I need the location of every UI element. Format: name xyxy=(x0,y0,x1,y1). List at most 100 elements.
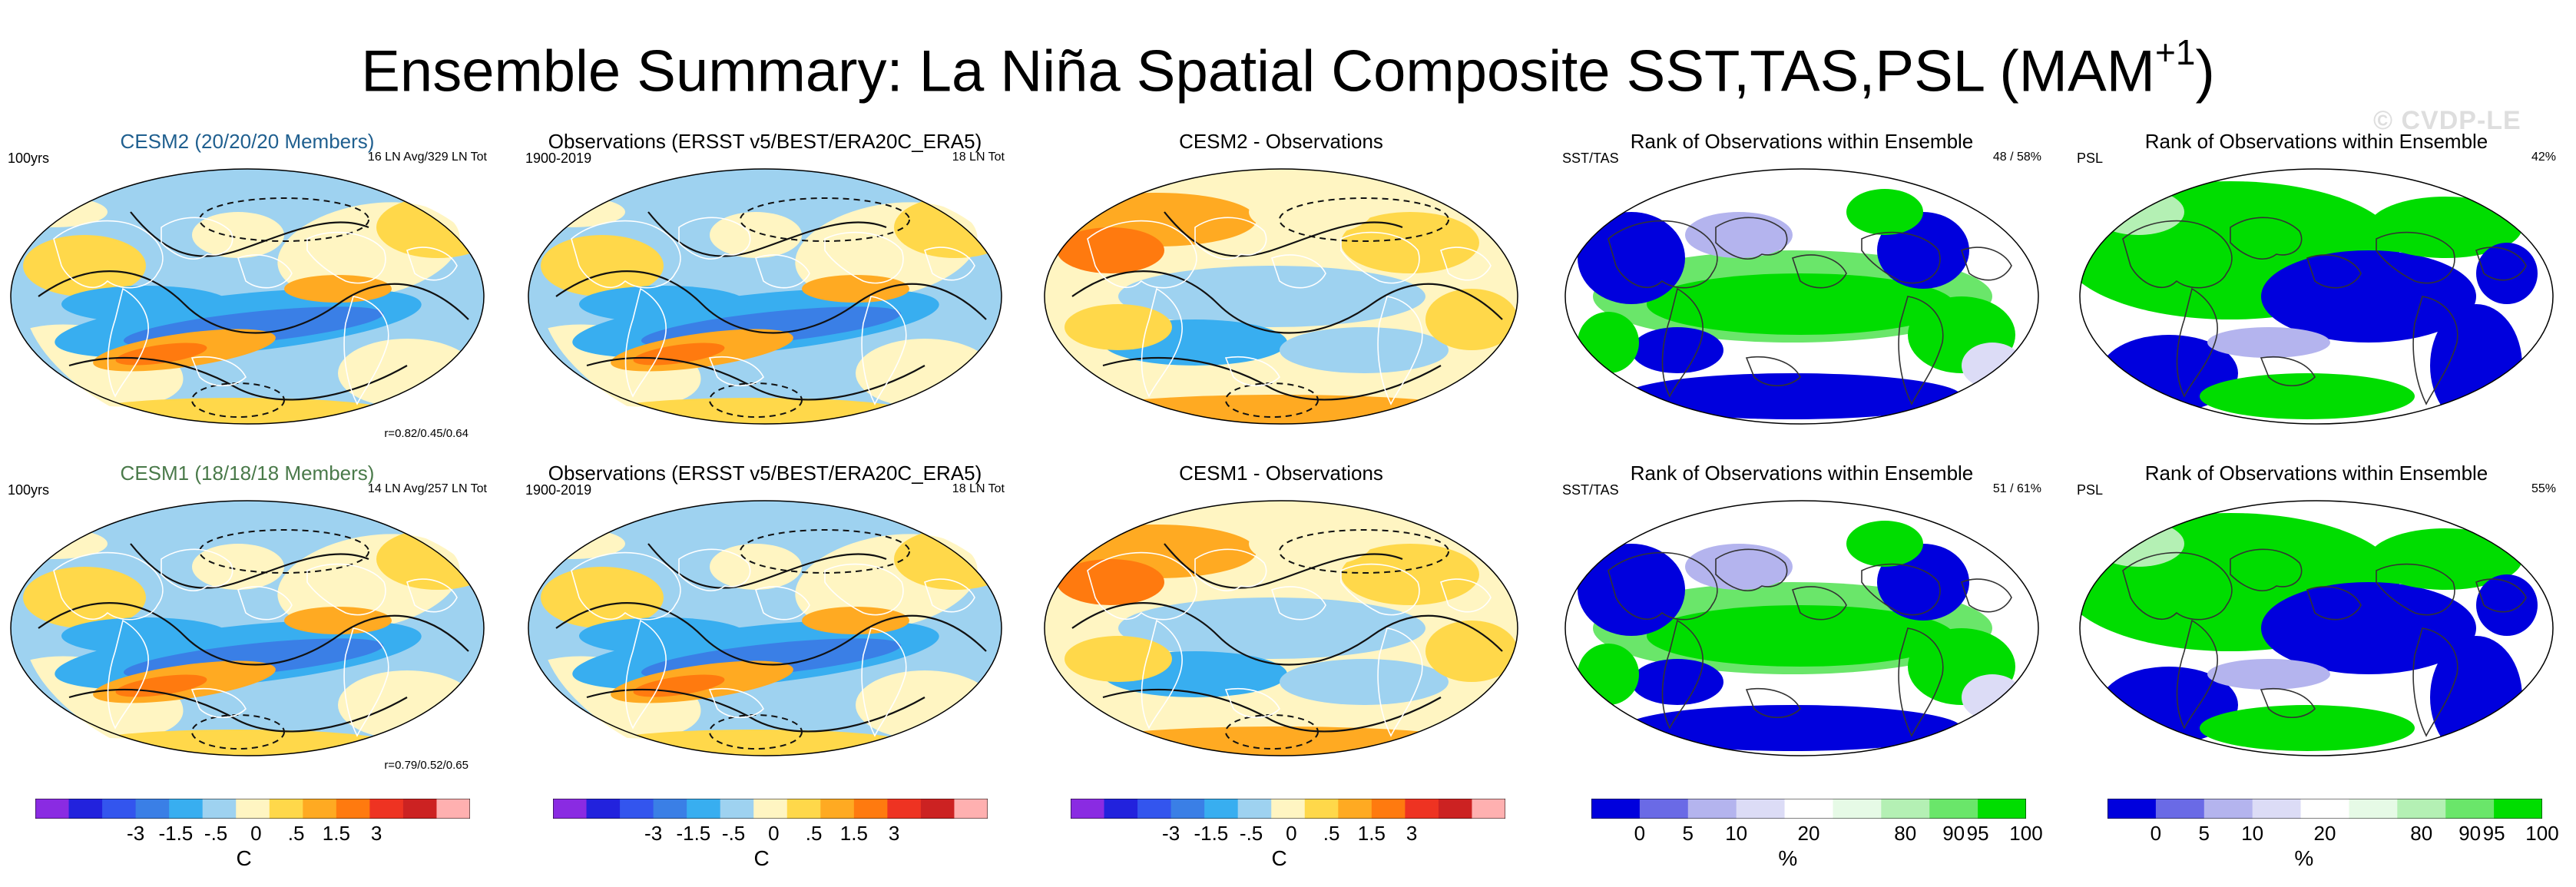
panel-rank2: Rank of Observations within Ensemble PSL 5… xyxy=(2074,461,2559,791)
coastline xyxy=(1715,548,1788,591)
colorbar-tick-label: 5 xyxy=(1682,822,1694,845)
coastline xyxy=(924,578,975,613)
psl-contour xyxy=(38,270,469,334)
panel-model: CESM2 (20/20/20 Members) 100yrs 16 LN Avg/… xyxy=(2,129,490,459)
coastline xyxy=(161,548,233,591)
colorbar-unit: % xyxy=(2294,846,2314,870)
coastline xyxy=(406,247,458,281)
psl-contour-negative xyxy=(1279,529,1449,574)
coastline xyxy=(53,220,164,289)
colorbar-temp: -3 -1.5 -.5 0 .5 1.5 3 C xyxy=(553,799,998,870)
colorbar-tick-label: 1.5 xyxy=(322,822,350,845)
colorbar-tick-label: -1.5 xyxy=(676,822,711,845)
coastline xyxy=(1661,619,1704,730)
colorbar-swatch xyxy=(1237,799,1272,819)
map-field-patch xyxy=(284,607,392,634)
map-field-patch xyxy=(1578,644,1639,705)
colorbar-swatch xyxy=(2107,799,2157,819)
panel-left-label: 1900-2019 xyxy=(525,482,592,498)
coastline xyxy=(190,687,247,718)
panel-right-label: 42% xyxy=(2531,151,2556,164)
coastline xyxy=(107,619,149,730)
psl-contour-negative xyxy=(1279,197,1449,242)
coastline xyxy=(571,220,681,289)
map-outline xyxy=(1564,500,2039,756)
panel-right-label: 18 LN Tot xyxy=(952,482,1005,495)
psl-contour-negative xyxy=(199,197,369,242)
map-field-patch xyxy=(338,339,476,408)
coastline xyxy=(2176,287,2218,398)
colorbar-tick-label: 100 xyxy=(2525,822,2559,845)
map-field-patch xyxy=(1578,544,1685,636)
coastline xyxy=(1087,551,1197,621)
colorbar-swatch xyxy=(1170,799,1205,819)
colorbar-swatch xyxy=(954,799,988,819)
coastline xyxy=(1141,287,1183,398)
map-field-patch xyxy=(1065,304,1172,350)
coastline xyxy=(1898,627,1944,737)
coastline xyxy=(1608,220,1718,289)
map-field-patch xyxy=(2207,659,2330,690)
map-field-patch xyxy=(2369,197,2522,258)
panel-rank: Rank of Observations within Ensemble SST/… xyxy=(1559,461,2045,791)
map-field-patch xyxy=(1065,636,1172,682)
coastline xyxy=(1270,586,1326,621)
psl-contour xyxy=(647,543,887,589)
psl-contour xyxy=(1071,602,1503,666)
coastline xyxy=(2176,619,2218,730)
psl-contour xyxy=(586,356,925,401)
panel-title: CESM1 (18/18/18 Members) xyxy=(120,462,375,485)
panel-title: Rank of Observations within Ensemble xyxy=(2144,462,2488,485)
coastline xyxy=(1194,548,1267,591)
map-field-patch xyxy=(2369,528,2522,590)
map-rank xyxy=(1564,500,2039,756)
map-obs xyxy=(519,500,1002,756)
colorbar-swatch xyxy=(169,799,204,819)
map-field-patch xyxy=(2430,636,2522,756)
coastline xyxy=(2230,217,2303,260)
colorbar-swatch xyxy=(2445,799,2495,819)
colorbar-tick-label: 90 xyxy=(2458,822,2482,845)
psl-contour xyxy=(555,602,987,666)
colorbar-tick-label: 90 xyxy=(1942,822,1965,845)
coastline xyxy=(1224,356,1280,386)
coastline xyxy=(2230,548,2303,591)
colorbar-swatch xyxy=(2349,799,2398,819)
colorbar-swatch xyxy=(336,799,370,819)
map-outline xyxy=(1564,168,2039,425)
coastline xyxy=(708,356,764,386)
psl-contour xyxy=(68,356,408,401)
colorbar-tick-label: 10 xyxy=(2241,822,2264,845)
panel-rank2: Rank of Observations within Ensemble PSL 4… xyxy=(2074,129,2559,459)
colorbar-swatch xyxy=(1071,799,1105,819)
colorbar-swatch xyxy=(753,799,788,819)
panel-diff: CESM1 - Observations xyxy=(1038,461,1524,791)
colorbar-swatch xyxy=(269,799,303,819)
coastline xyxy=(571,551,681,621)
map-field-patch xyxy=(2207,327,2330,358)
map-field-patch xyxy=(1118,597,1425,659)
map-field-patch xyxy=(1647,273,1954,335)
panel-left-label: PSL xyxy=(2077,482,2104,498)
colorbar-tick-label: 0 xyxy=(2150,822,2162,845)
coastline xyxy=(1224,687,1280,718)
map-field-patch xyxy=(802,607,909,634)
colorbar-swatch xyxy=(2300,799,2349,819)
panel-obs: Observations (ERSST v5/BEST/ERA20C_ERA5)… xyxy=(519,129,1008,459)
colorbar-swatch xyxy=(720,799,754,819)
map-field-patch xyxy=(84,398,392,424)
colorbar-tick-label: -1.5 xyxy=(1194,822,1229,845)
map-outline xyxy=(528,500,1002,756)
map-rank2 xyxy=(2079,168,2554,425)
panel-left-label: 100yrs xyxy=(8,482,50,498)
panel-model: CESM1 (18/18/18 Members) 100yrs 14 LN Avg/… xyxy=(2,461,490,791)
map-field-patch xyxy=(1057,227,1164,273)
colorbar-unit: % xyxy=(1778,846,1798,870)
colorbar-swatch xyxy=(2252,799,2302,819)
map-field-patch xyxy=(602,398,909,424)
map-field-patch xyxy=(1962,343,2023,389)
panel-right-label: 55% xyxy=(2531,482,2556,495)
psl-contour xyxy=(586,688,925,733)
colorbar-swatch xyxy=(2494,799,2542,819)
coastline xyxy=(2376,563,2455,616)
